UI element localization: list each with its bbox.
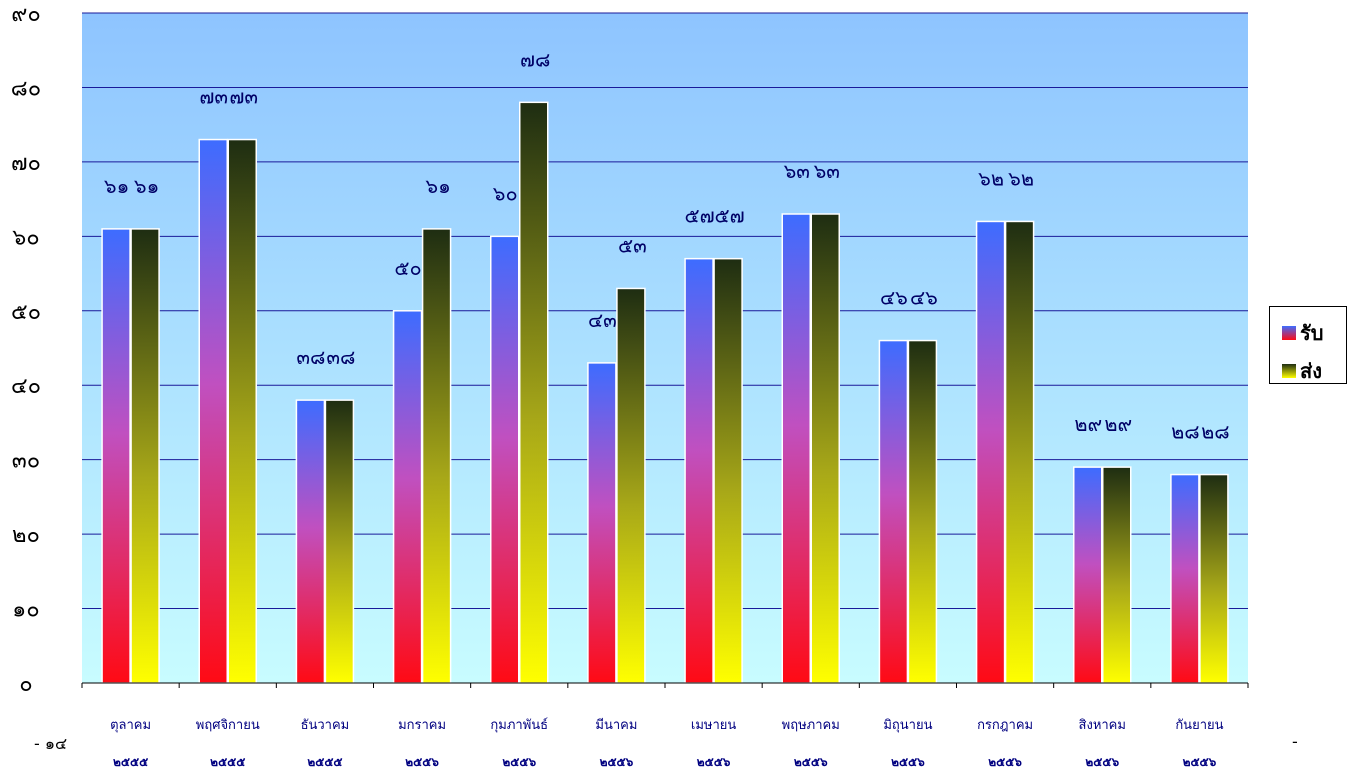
x-category-label: กุมภาพันธ์ xyxy=(490,717,548,733)
bars xyxy=(101,101,1229,684)
y-tick-label: ๓๐ xyxy=(12,449,40,474)
x-category-label: พฤษภาคม xyxy=(782,718,840,733)
x-year-label: ๒๕๕๖ xyxy=(1085,755,1119,769)
x-category-label: สิงหาคม xyxy=(1078,718,1125,733)
bar-send xyxy=(421,228,452,684)
bar-send xyxy=(1102,466,1132,684)
data-label-recv: ๖๓ xyxy=(784,159,810,183)
data-label-send: ๗๘ xyxy=(520,47,550,71)
legend-item-send: ส่ง xyxy=(1282,355,1322,387)
data-label-recv: ๔๖ xyxy=(880,286,908,310)
data-label-send: ๔๖ xyxy=(910,286,938,310)
x-year-label: ๒๕๕๕ xyxy=(210,755,245,769)
bar-send xyxy=(907,339,938,684)
data-label-send: ๖๑ xyxy=(134,174,159,198)
bar-recv xyxy=(101,228,131,684)
bar-send xyxy=(1199,473,1229,684)
data-label-recv: ๒๙ xyxy=(1074,412,1102,436)
bar-send xyxy=(616,287,646,684)
y-tick-label: ๑๐ xyxy=(12,598,39,623)
x-category-label: มกราคม xyxy=(398,718,446,733)
y-tick-label: ๒๐ xyxy=(12,523,40,548)
bar-recv xyxy=(198,138,228,684)
x-category-label: กันยายน xyxy=(1175,718,1223,733)
data-label-recv: ๓๘ xyxy=(296,345,325,369)
data-label-send: ๕๓ xyxy=(618,233,647,257)
bar-send xyxy=(324,399,355,684)
data-label-recv: ๔๓ xyxy=(588,308,617,332)
bar-recv xyxy=(490,235,520,684)
bar-recv xyxy=(295,399,326,684)
bar-recv xyxy=(781,213,811,684)
y-tick-label: ๙๐ xyxy=(11,2,41,27)
data-label-recv: ๖๐ xyxy=(493,181,518,205)
x-year-label: ๒๕๕๖ xyxy=(988,755,1022,769)
legend: รับ ส่ง xyxy=(1269,306,1347,384)
x-category-label: ตุลาคม xyxy=(110,718,151,733)
x-category-label: มิถุนายน xyxy=(883,718,932,733)
bar-send xyxy=(1004,220,1035,684)
legend-swatch-send xyxy=(1282,364,1296,378)
bar-recv xyxy=(392,310,423,684)
bar-send xyxy=(810,213,840,684)
x-year-label: ๒๕๕๕ xyxy=(307,755,342,769)
x-category-label: พฤศจิกายน xyxy=(196,718,260,733)
legend-label-send: ส่ง xyxy=(1300,359,1322,383)
data-label-send: ๒๘ xyxy=(1201,420,1230,444)
data-label-send: ๖๒ xyxy=(1008,166,1034,190)
bar-recv xyxy=(587,362,617,684)
plot-area xyxy=(82,13,1248,683)
data-label-send: ๕๗ xyxy=(714,204,744,228)
x-year-label: ๒๕๕๖ xyxy=(1183,755,1217,769)
data-label-send: ๓๘ xyxy=(326,345,355,369)
page-number: - ๑๔ xyxy=(34,734,68,753)
data-label-recv: ๗๓ xyxy=(199,85,228,109)
x-category-label: ธันวาคม xyxy=(301,718,350,733)
data-label-recv: ๕๐ xyxy=(394,256,421,280)
y-tick-label: ๗๐ xyxy=(11,151,41,176)
x-category-label: เมษายน xyxy=(691,718,736,733)
y-tick-label: ๔๐ xyxy=(11,374,41,399)
y-tick-label: ๕๐ xyxy=(11,300,41,325)
data-label-send: ๒๙ xyxy=(1104,412,1132,436)
data-label-recv: ๖๒ xyxy=(978,166,1004,190)
bar-send xyxy=(519,101,549,684)
data-label-recv: ๖๑ xyxy=(104,174,129,198)
x-category-label: กรกฎาคม xyxy=(977,718,1033,733)
data-label-send: ๖๑ xyxy=(425,174,450,198)
x-category-label: มีนาคม xyxy=(595,717,637,733)
x-year-label: ๒๕๕๖ xyxy=(502,755,536,769)
data-label-send: ๖๓ xyxy=(814,159,840,183)
data-label-recv: ๒๘ xyxy=(1171,420,1200,444)
bar-send xyxy=(130,228,160,684)
page-number-dash: - xyxy=(1292,732,1298,751)
bar-recv xyxy=(975,220,1006,684)
bar-recv xyxy=(878,339,909,684)
y-tick-label: ๘๐ xyxy=(11,76,41,101)
bar-recv xyxy=(684,257,714,684)
x-year-label: ๒๕๕๖ xyxy=(405,755,439,769)
bar-send xyxy=(713,257,743,684)
x-year-label: ๒๕๕๖ xyxy=(794,755,828,769)
x-year-label: ๒๕๕๖ xyxy=(697,755,731,769)
x-year-label: ๒๕๕๕ xyxy=(113,755,148,769)
data-label-send: ๗๓ xyxy=(229,85,258,109)
gridlines xyxy=(82,12,1248,610)
legend-item-recv: รับ xyxy=(1282,317,1323,349)
bar-recv xyxy=(1073,466,1103,684)
y-tick-label: ๖๐ xyxy=(12,225,39,250)
legend-label-recv: รับ xyxy=(1300,321,1324,345)
legend-swatch-recv xyxy=(1282,326,1296,340)
x-year-label: ๒๕๕๖ xyxy=(600,755,634,769)
y-tick-label: ๐ xyxy=(19,672,32,697)
bar-send xyxy=(227,138,257,684)
bar-recv xyxy=(1170,473,1200,684)
data-label-recv: ๕๗ xyxy=(684,204,714,228)
x-year-label: ๒๕๕๖ xyxy=(891,755,925,769)
